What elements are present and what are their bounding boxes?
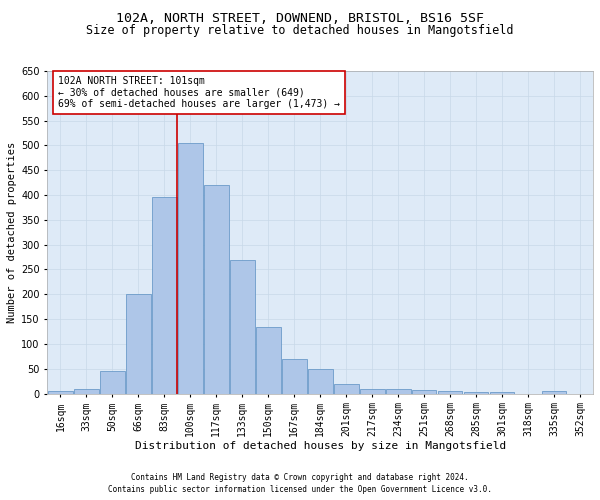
Bar [490, 392, 514, 394]
Bar [438, 391, 463, 394]
Bar [152, 198, 176, 394]
Bar [256, 326, 281, 394]
Bar [126, 294, 151, 394]
Text: Size of property relative to detached houses in Mangotsfield: Size of property relative to detached ho… [86, 24, 514, 37]
Text: Contains HM Land Registry data © Crown copyright and database right 2024.: Contains HM Land Registry data © Crown c… [131, 472, 469, 482]
Text: Contains public sector information licensed under the Open Government Licence v3: Contains public sector information licen… [108, 485, 492, 494]
X-axis label: Distribution of detached houses by size in Mangotsfield: Distribution of detached houses by size … [134, 440, 506, 450]
Bar [282, 359, 307, 394]
Bar [100, 371, 125, 394]
Bar [542, 391, 566, 394]
Bar [412, 390, 436, 394]
Bar [204, 185, 229, 394]
Bar [74, 388, 98, 394]
Bar [334, 384, 359, 394]
Bar [360, 388, 385, 394]
Bar [48, 391, 73, 394]
Bar [230, 260, 254, 394]
Y-axis label: Number of detached properties: Number of detached properties [7, 142, 17, 323]
Text: 102A, NORTH STREET, DOWNEND, BRISTOL, BS16 5SF: 102A, NORTH STREET, DOWNEND, BRISTOL, BS… [116, 12, 484, 26]
Bar [308, 368, 332, 394]
Bar [178, 143, 203, 394]
Text: 102A NORTH STREET: 101sqm
← 30% of detached houses are smaller (649)
69% of semi: 102A NORTH STREET: 101sqm ← 30% of detac… [58, 76, 340, 109]
Bar [386, 388, 410, 394]
Bar [464, 392, 488, 394]
